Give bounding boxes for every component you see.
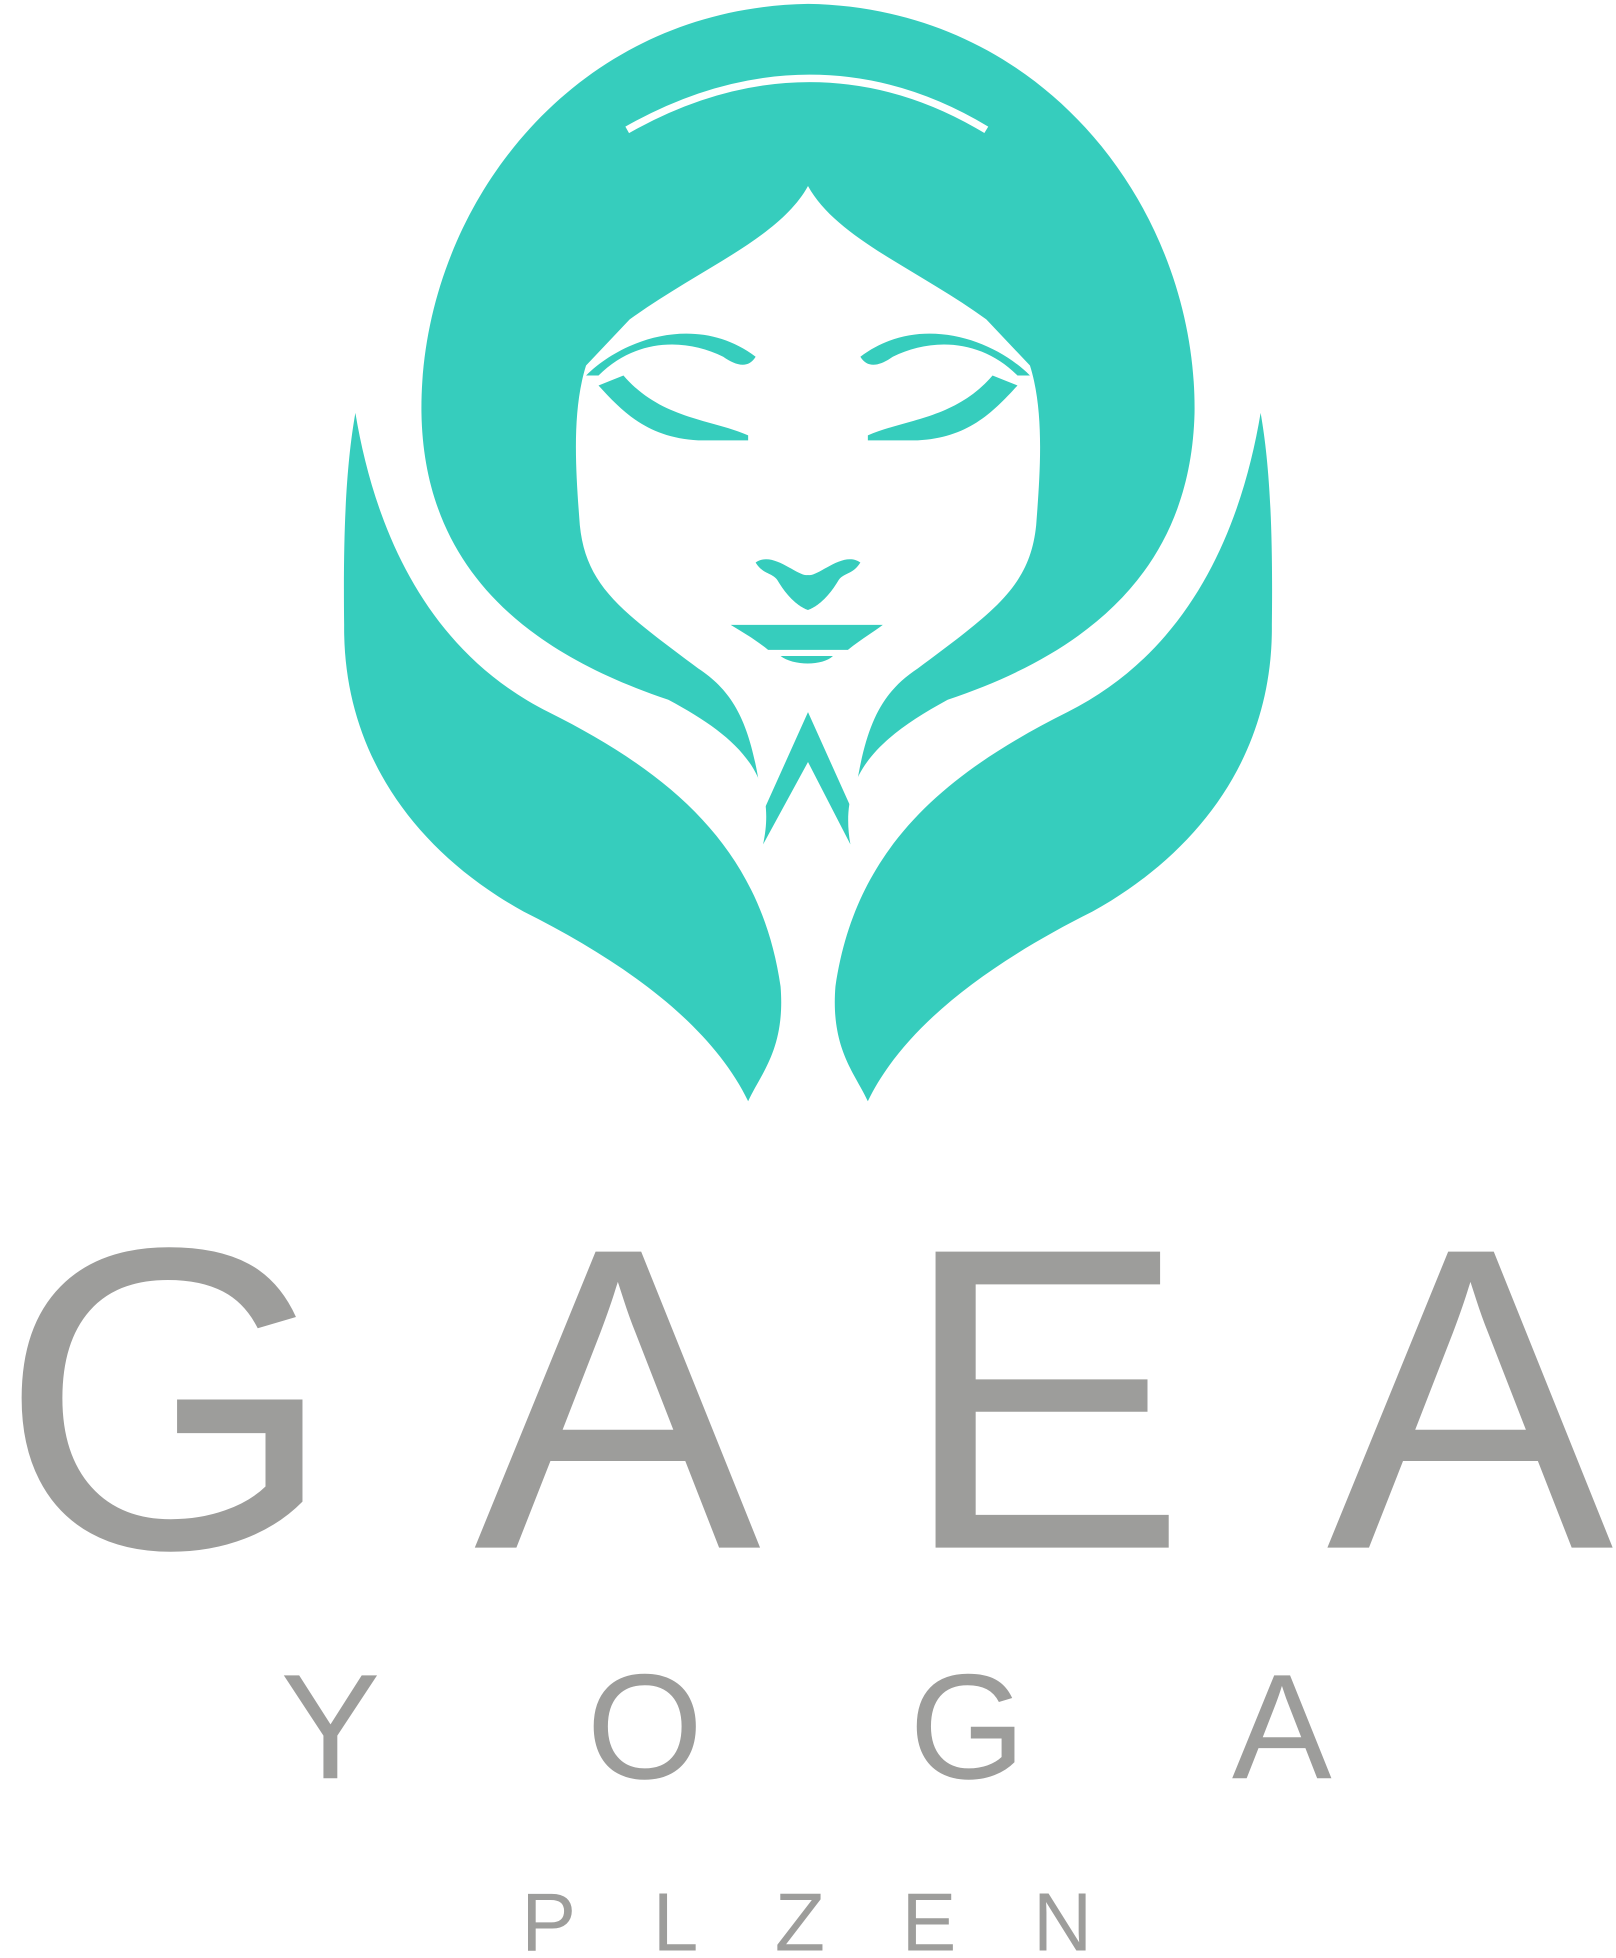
eye [867, 375, 1018, 441]
leaf [834, 412, 1273, 1102]
features [586, 333, 1030, 664]
nose [755, 559, 861, 610]
brow [586, 333, 756, 376]
eye [598, 375, 749, 441]
brand-city: PLZEN [521, 1877, 1092, 1958]
brand-name: GAEA [0, 1160, 1616, 1640]
brow [860, 333, 1030, 376]
headband [625, 74, 989, 134]
brand-subtitle: YOGA [281, 1643, 1332, 1810]
emblem [343, 3, 1273, 1102]
upper-lip [730, 624, 883, 650]
lower-lip [780, 656, 833, 664]
leaf [343, 412, 782, 1102]
